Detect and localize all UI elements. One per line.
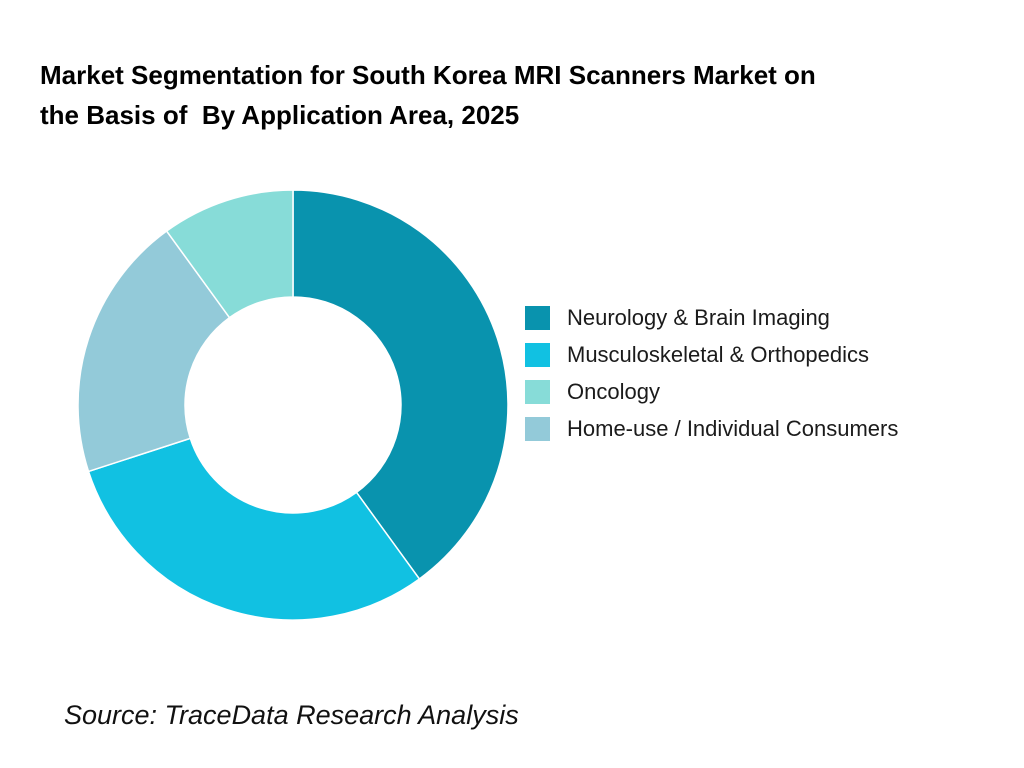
source-note: Source: TraceData Research Analysis: [64, 700, 519, 730]
pie-segment-home-use-individual-consumers: [77, 230, 231, 473]
legend-item-oncology: Oncology: [525, 380, 898, 404]
pie-segment-oncology: [165, 189, 294, 319]
legend-item-musculoskeletal: Musculoskeletal & Orthopedics: [525, 343, 898, 367]
legend-label-musculoskeletal: Musculoskeletal & Orthopedics: [567, 342, 870, 367]
pie-segment-musculoskeletal-orthopedics: [87, 437, 421, 621]
legend-swatch-oncology-icon: [525, 380, 550, 404]
legend-label-neurology: Neurology & Brain Imaging: [567, 305, 830, 330]
pie-segment-neurology-brain-imaging: [292, 189, 509, 580]
legend-item-homeuse: Home-use / Individual Consumers: [525, 417, 898, 441]
donut-chart: [77, 189, 509, 621]
legend-swatch-neurology-icon: [525, 306, 550, 330]
legend-swatch-musculoskeletal-icon: [525, 343, 550, 367]
chart-title-line1: Market Segmentation for South Korea MRI …: [40, 60, 816, 90]
legend-swatch-homeuse-icon: [525, 417, 550, 441]
chart-legend: Neurology & Brain Imaging Musculoskeleta…: [525, 306, 898, 454]
legend-label-homeuse: Home-use / Individual Consumers: [567, 416, 899, 441]
legend-label-oncology: Oncology: [567, 379, 660, 404]
chart-title-line2: the Basis of By Application Area, 2025: [40, 100, 520, 130]
legend-item-neurology: Neurology & Brain Imaging: [525, 306, 898, 330]
chart-title: Market Segmentation for South Korea MRI …: [40, 55, 980, 135]
